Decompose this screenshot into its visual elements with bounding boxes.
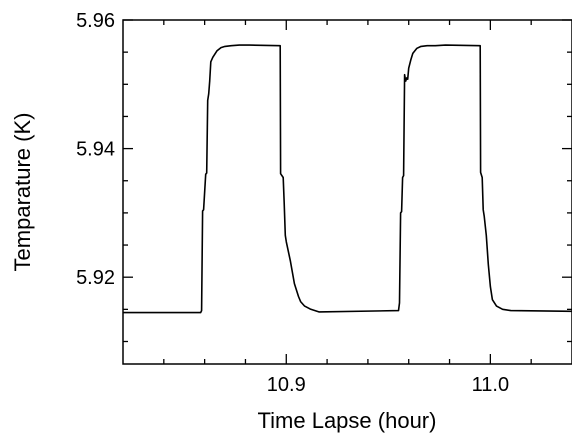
series-line [123, 44, 572, 314]
y-tick-label: 5.96 [76, 10, 115, 32]
y-axis-label: Temparature (K) [10, 113, 35, 272]
x-axis-label: Time Lapse (hour) [258, 408, 437, 433]
plot-frame [122, 19, 572, 365]
x-tick-label: 10.9 [267, 374, 306, 396]
x-tick-label: 11.0 [472, 374, 509, 396]
axis-tick-labels: 10.9 11.0 5.92 5.94 5.96 [76, 10, 509, 396]
y-tick-label: 5.94 [76, 139, 115, 161]
y-tick-label: 5.92 [76, 267, 115, 289]
axis-ticks [123, 19, 572, 364]
